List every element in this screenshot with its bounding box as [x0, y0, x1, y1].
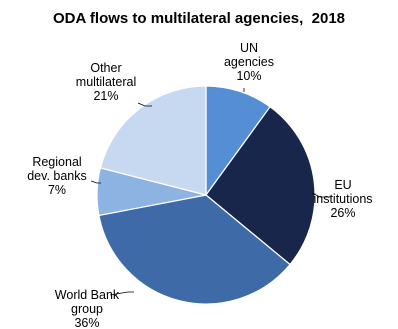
slice-name-label: institutions: [313, 192, 372, 206]
slice-name-label: multilateral: [76, 75, 136, 89]
slice-name-label: World Bank: [55, 288, 120, 302]
pie-slice-eu-institutions: [205, 105, 316, 266]
slice-value-label: 21%: [93, 89, 118, 103]
chart-title: ODA flows to multilateral agencies, 2018: [52, 10, 346, 27]
leader-line-other-multilateral: [137, 102, 152, 107]
pie-slice-world-bank-group: [98, 194, 291, 305]
slice-name-label: Other: [90, 61, 121, 75]
leader-line-world-bank-group: [109, 291, 134, 296]
slice-name-label: dev. banks: [27, 169, 87, 183]
slice-value-label: 7%: [48, 183, 66, 197]
slice-value-label: 36%: [74, 316, 99, 329]
leader-line-eu-institutions: [311, 192, 330, 198]
slice-name-label: agencies: [224, 55, 274, 69]
leader-line-regional-dev-banks: [90, 180, 101, 184]
slice-name-label: Regional: [32, 155, 81, 169]
slice-name-label: group: [71, 302, 103, 316]
slice-name-label: UN: [240, 41, 258, 55]
slice-value-label: 26%: [330, 206, 355, 220]
slice-name-label: EU: [334, 178, 351, 192]
slice-value-label: 10%: [236, 69, 261, 83]
pie-slice-other-multilateral: [99, 85, 207, 196]
